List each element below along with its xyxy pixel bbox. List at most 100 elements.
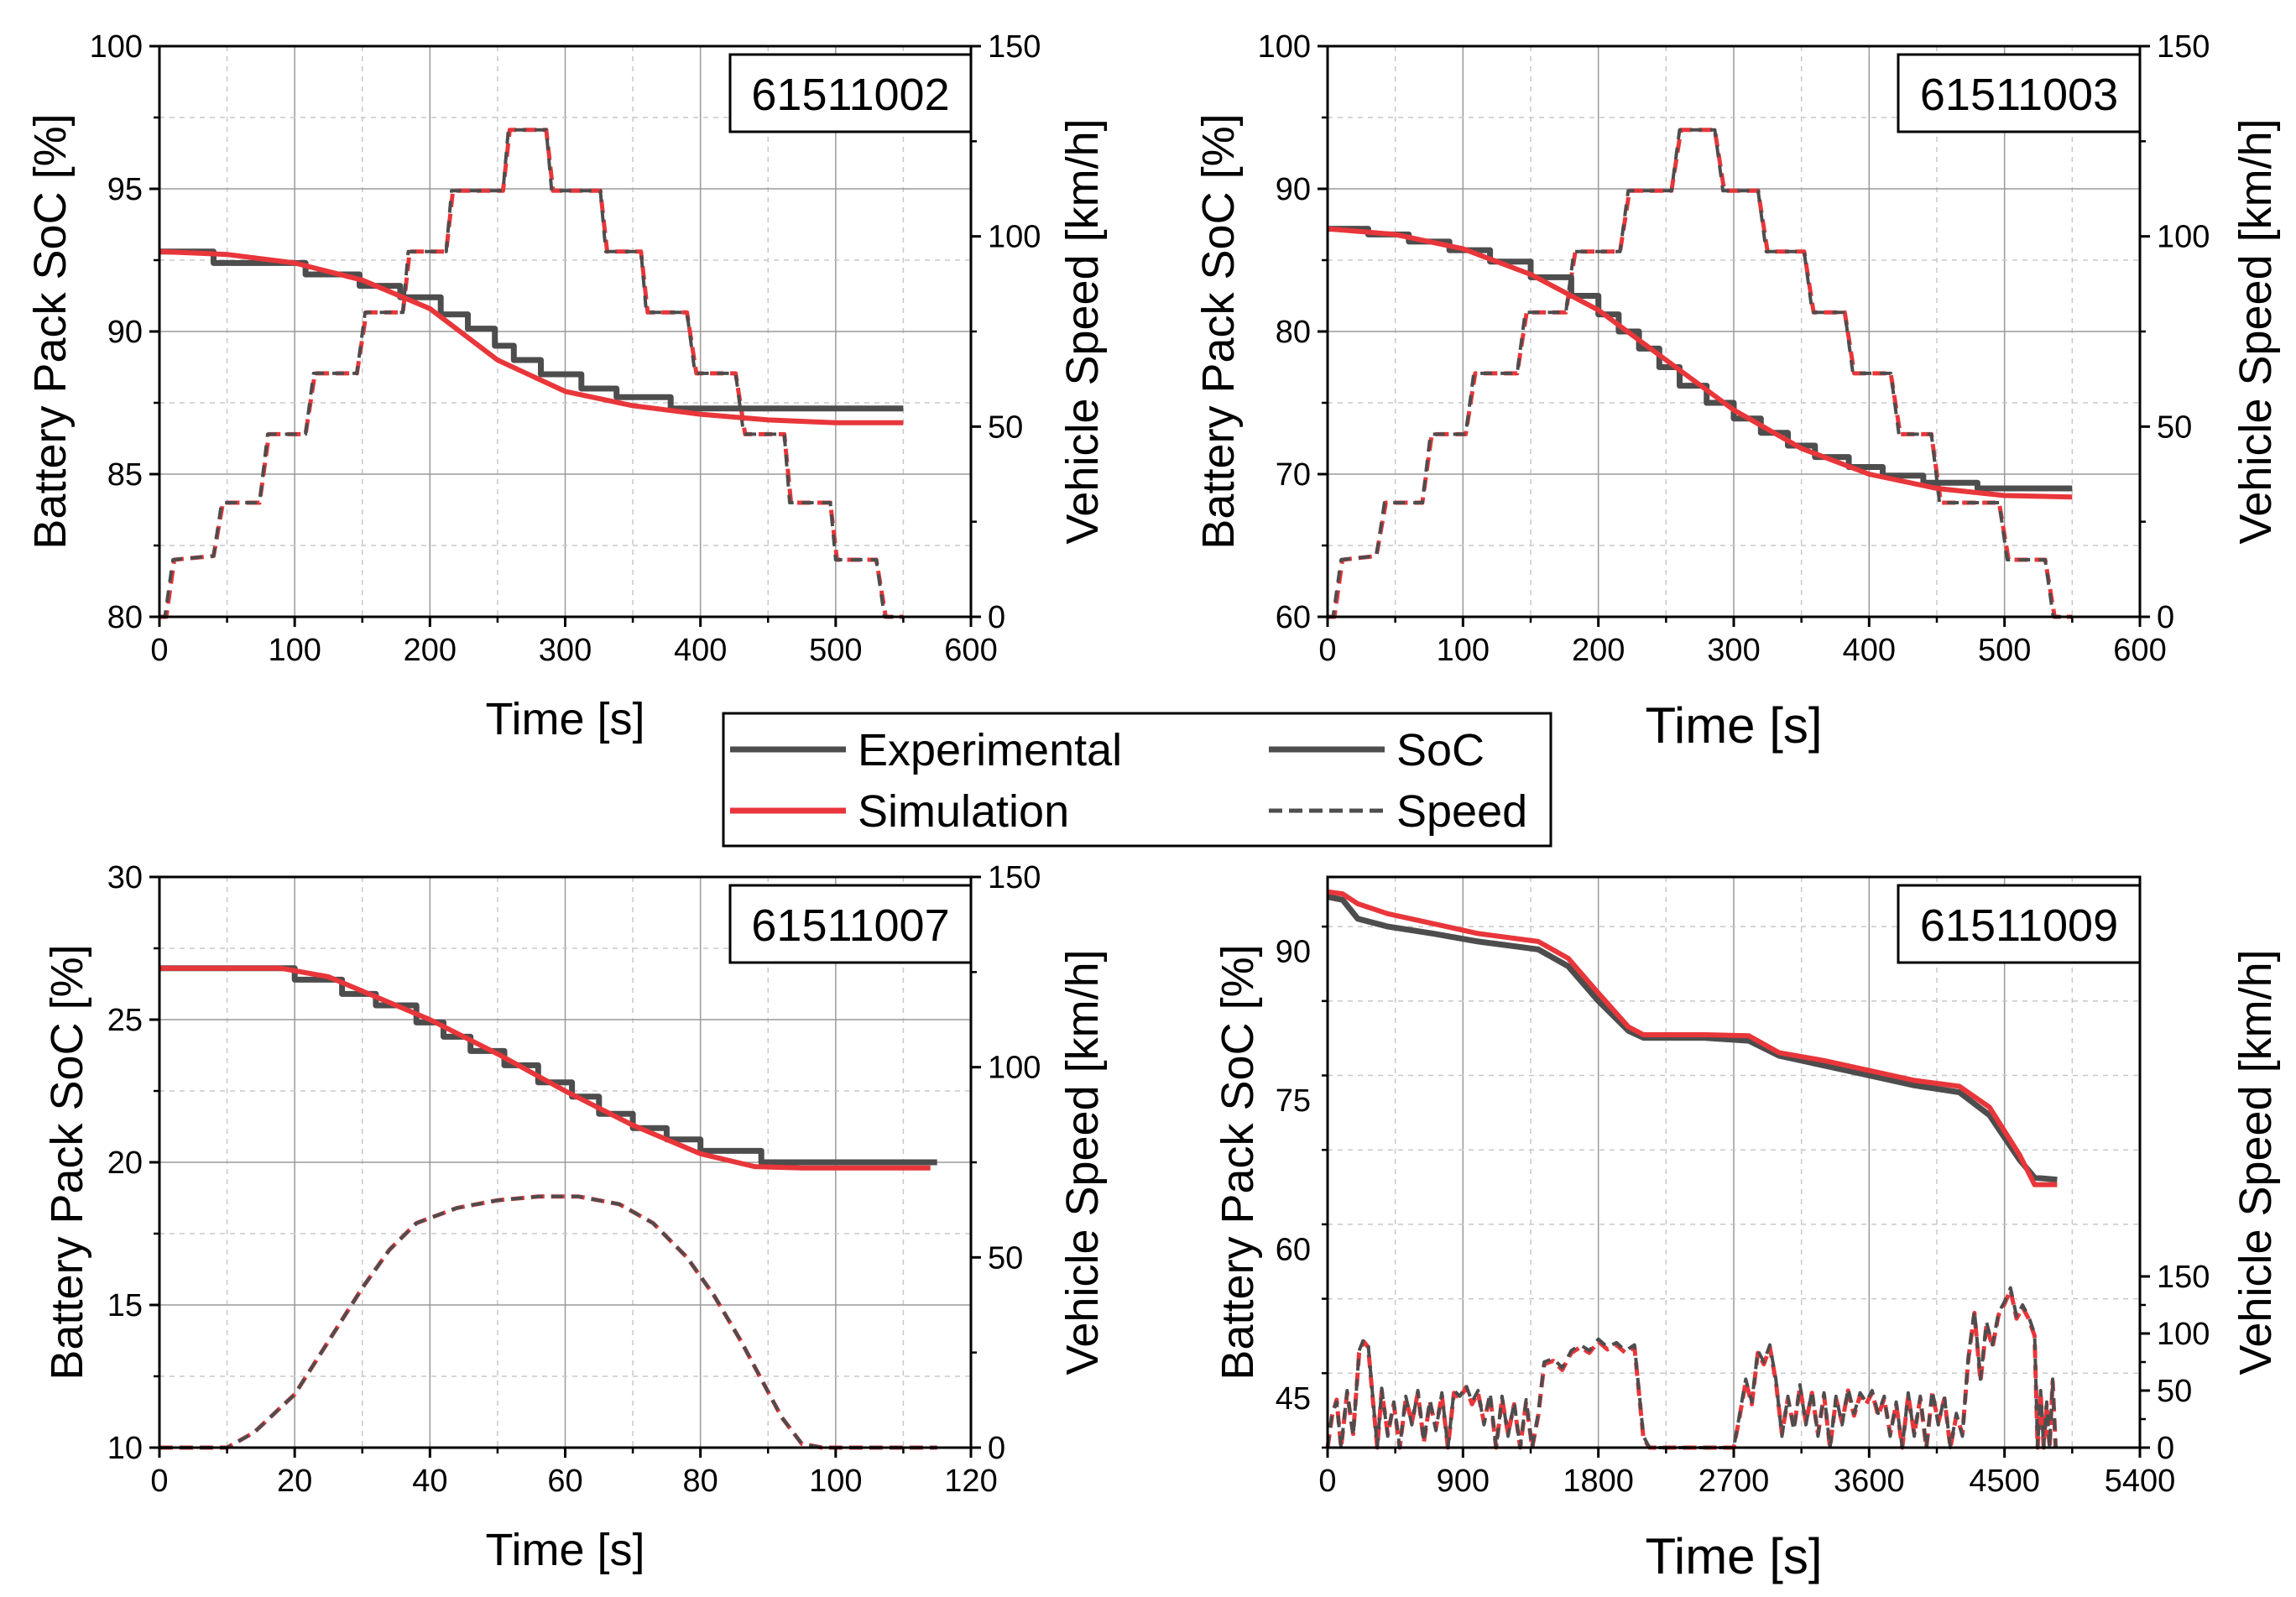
y2-axis-label: Vehicle Speed [km/h] xyxy=(1057,118,1108,544)
x-tick-label: 200 xyxy=(404,633,457,668)
x-tick-label: 100 xyxy=(1437,633,1490,668)
y-tick-label: 95 xyxy=(107,172,143,207)
y-tick-label: 60 xyxy=(1276,1232,1311,1267)
y2-tick-label: 50 xyxy=(2157,1374,2192,1409)
soc-simulation-line xyxy=(1327,889,2058,1187)
soc-simulation-line xyxy=(159,248,904,425)
legend-box xyxy=(722,712,1552,848)
speed-experimental-line xyxy=(1326,1286,2058,1449)
x-axis-label: Time [s] xyxy=(485,694,644,744)
y2-axis-label: Vehicle Speed [km/h] xyxy=(2231,949,2281,1375)
panel-id-label: 61511003 xyxy=(1920,70,2118,120)
y-tick-label: 30 xyxy=(107,860,143,895)
ticks: 0 100 200 300 400 500 600 60 70 80 90 100 0 50 100 150 xyxy=(1258,29,2210,668)
y-tick-label: 90 xyxy=(1276,935,1311,970)
y2-tick-label: 150 xyxy=(2157,29,2210,65)
panel-id-label: 61511009 xyxy=(1920,900,2118,951)
soc-experimental-line xyxy=(159,965,937,1166)
y-tick-label: 100 xyxy=(90,29,143,65)
x-tick-label: 0 xyxy=(150,1464,168,1499)
series xyxy=(159,965,937,1450)
legend-speed-label: Speed xyxy=(1396,786,1527,837)
x-tick-label: 500 xyxy=(1978,633,2031,668)
x-tick-label: 5400 xyxy=(2105,1464,2176,1499)
title-box: 61511007 xyxy=(728,884,973,964)
y-axis-label: Battery Pack SoC [%] xyxy=(1213,944,1263,1380)
x-tick-label: 600 xyxy=(944,633,997,668)
grid xyxy=(1328,46,2140,617)
x-tick-label: 200 xyxy=(1572,633,1625,668)
soc-simulation-line xyxy=(159,965,931,1171)
y-tick-label: 100 xyxy=(1258,29,1311,65)
x-axis-label: Time [s] xyxy=(1645,1528,1822,1584)
y2-tick-label: 150 xyxy=(988,29,1041,65)
y-tick-label: 85 xyxy=(107,457,143,493)
soc-experimental-line xyxy=(1327,894,2058,1183)
title-box: 61511003 xyxy=(1897,53,2142,133)
y-tick-label: 45 xyxy=(1276,1381,1311,1417)
x-tick-label: 1800 xyxy=(1563,1464,1634,1499)
x-tick-label: 300 xyxy=(539,633,592,668)
x-tick-label: 2700 xyxy=(1699,1464,1770,1499)
panel-id-label: 61511007 xyxy=(751,900,949,951)
speed-simulation-line xyxy=(1328,128,2073,619)
series xyxy=(159,128,904,619)
grid xyxy=(159,46,971,617)
y2-tick-label: 50 xyxy=(988,1240,1023,1276)
y2-tick-label: 100 xyxy=(2157,1317,2210,1352)
soc-simulation-line xyxy=(1327,226,2073,500)
y2-tick-label: 100 xyxy=(988,1051,1041,1086)
x-axis-label: Time [s] xyxy=(1645,697,1822,754)
title-box: 61511009 xyxy=(1897,884,2142,964)
x-tick-label: 300 xyxy=(1707,633,1760,668)
y-tick-label: 80 xyxy=(107,600,143,635)
x-tick-label: 900 xyxy=(1437,1464,1490,1499)
y2-tick-label: 0 xyxy=(2157,1431,2174,1466)
series xyxy=(1327,128,2073,619)
y2-tick-label: 150 xyxy=(988,860,1041,895)
y-tick-label: 70 xyxy=(1276,457,1311,493)
y2-tick-label: 0 xyxy=(2157,600,2174,635)
title-box: 61511002 xyxy=(728,53,973,133)
x-axis-label: Time [s] xyxy=(485,1525,644,1575)
y2-tick-label: 100 xyxy=(988,220,1041,255)
speed-experimental-line xyxy=(1328,128,2073,618)
legend: Experimental Simulation SoC Speed xyxy=(722,712,1552,848)
y2-tick-label: 150 xyxy=(2157,1260,2210,1295)
soc-experimental-line xyxy=(159,248,904,412)
y-tick-label: 10 xyxy=(107,1431,143,1466)
x-tick-label: 100 xyxy=(809,1464,862,1499)
y-tick-label: 15 xyxy=(107,1288,143,1323)
x-tick-label: 0 xyxy=(150,633,168,668)
y2-tick-label: 100 xyxy=(2157,220,2210,255)
chart-panel-61511003: 0 100 200 300 400 500 60060708090100050100150 … xyxy=(1193,29,2281,754)
y-tick-label: 20 xyxy=(107,1146,143,1181)
ticks: 0 20 40 60 80 100 120 10 15 20 25 30 0 50 100 150 xyxy=(107,860,1041,1499)
x-tick-label: 0 xyxy=(1318,633,1336,668)
x-tick-label: 20 xyxy=(277,1464,312,1499)
grid xyxy=(1328,877,2140,1448)
y2-axis-label: Vehicle Speed [km/h] xyxy=(2231,118,2281,544)
y-tick-label: 90 xyxy=(107,315,143,350)
y-axis-label: Battery Pack SoC [%] xyxy=(25,113,76,549)
legend-experimental-label: Experimental xyxy=(858,725,1122,775)
x-tick-label: 0 xyxy=(1318,1464,1336,1499)
panel-id-label: 61511002 xyxy=(751,70,949,120)
y-axis-label: Battery Pack SoC [%] xyxy=(1193,113,1244,549)
ticks: 0 900 1800 2700 3600 4500 54004560759005010015… xyxy=(1276,925,2210,1499)
x-tick-label: 80 xyxy=(683,1464,718,1499)
y2-tick-label: 0 xyxy=(988,1431,1005,1466)
y2-axis-label: Vehicle Speed [km/h] xyxy=(1057,949,1108,1375)
y2-tick-label: 0 xyxy=(988,600,1005,635)
series xyxy=(1325,889,2059,1450)
x-tick-label: 3600 xyxy=(1834,1464,1905,1499)
ticks: 0 100 200 300 400 500 600 80 85 90 95 100 0 50 100 150 xyxy=(90,29,1041,668)
y2-tick-label: 50 xyxy=(2157,410,2192,445)
x-tick-label: 400 xyxy=(674,633,727,668)
speed-experimental-line xyxy=(159,1194,937,1449)
y2-tick-label: 50 xyxy=(988,410,1023,445)
x-tick-label: 60 xyxy=(547,1464,582,1499)
chart-panel-61511002: 0 100 200 300 400 500 60080859095100050100150 … xyxy=(25,29,1108,744)
y-tick-label: 90 xyxy=(1276,172,1311,207)
